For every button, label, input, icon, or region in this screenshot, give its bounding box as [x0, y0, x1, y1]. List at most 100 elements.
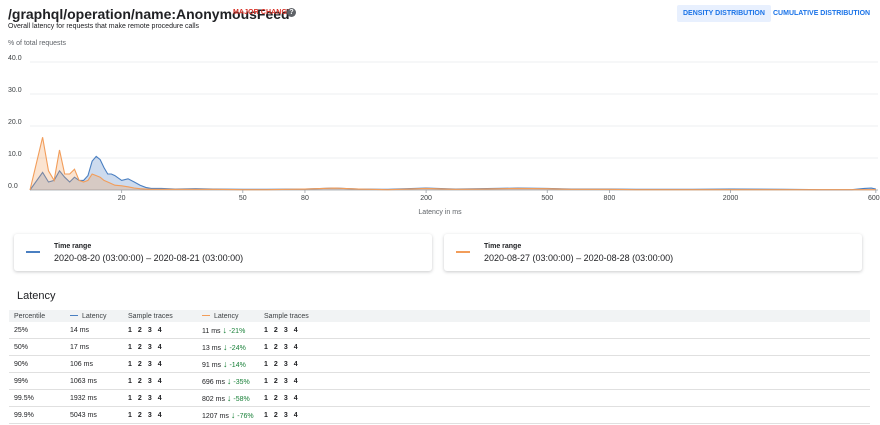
arrow-down-icon: ↓: [223, 359, 228, 369]
sample-trace-link[interactable]: 3: [147, 394, 152, 402]
latency-delta: -24%: [229, 345, 246, 352]
series-line: [29, 137, 876, 191]
sample-trace-link[interactable]: 3: [283, 377, 288, 385]
sample-trace-link[interactable]: 1: [264, 343, 268, 351]
sample-trace-link[interactable]: 2: [273, 343, 278, 351]
time-range-value: 2020-08-27 (03:00:00) – 2020-08-28 (03:0…: [484, 253, 674, 263]
sample-trace-link[interactable]: 3: [283, 411, 288, 419]
y-tick-labels: 0.0 10.0 20.0 30.0 40.0: [8, 55, 22, 190]
latency-a-header-label: Latency: [82, 312, 107, 320]
empty-cell: [332, 406, 870, 424]
table-header-row: Percentile Latency Sample traces Latency…: [9, 310, 870, 322]
time-range-card-b[interactable]: Time range 2020-08-27 (03:00:00) – 2020-…: [444, 234, 862, 271]
sample-trace-link[interactable]: 3: [147, 343, 152, 351]
series-a-dash: [70, 314, 78, 317]
sample-trace-link[interactable]: 4: [157, 326, 162, 334]
series-area: [30, 156, 876, 190]
empty-cell: [332, 355, 870, 373]
latency-a-cell: 1063 ms: [65, 372, 123, 390]
sample-trace-link[interactable]: 2: [137, 326, 142, 334]
time-range-card-a[interactable]: Time range 2020-08-20 (03:00:00) – 2020-…: [14, 234, 432, 271]
latency-b-value: 11 ms: [202, 328, 221, 335]
sample-trace-link[interactable]: 4: [293, 377, 298, 385]
percentile-cell: 50%: [9, 338, 65, 356]
sample-trace-link[interactable]: 3: [283, 394, 288, 402]
chart-grid: [30, 61, 878, 191]
empty-cell: [332, 338, 870, 356]
sample-trace-link[interactable]: 1: [128, 394, 132, 402]
sample-trace-link[interactable]: 1: [264, 411, 268, 419]
sample-trace-link[interactable]: 2: [137, 394, 142, 402]
latency-delta: -14%: [229, 362, 246, 369]
sample-trace-link[interactable]: 2: [137, 343, 142, 351]
sample-trace-link[interactable]: 1: [128, 411, 132, 419]
sample-trace-link[interactable]: 3: [283, 360, 288, 368]
cumulative-distribution-button[interactable]: CUMULATIVE DISTRIBUTION: [773, 10, 871, 17]
latency-b-cell: 13 ms ↓ -24%: [197, 338, 259, 356]
page-subtitle: Overall latency for requests that make r…: [8, 23, 200, 30]
latency-b-header[interactable]: Latency: [197, 310, 259, 322]
sample-trace-link[interactable]: 2: [273, 326, 278, 334]
sample-trace-link[interactable]: 1: [128, 343, 132, 351]
sample-trace-link[interactable]: 1: [128, 360, 132, 368]
time-range-value: 2020-08-20 (03:00:00) – 2020-08-21 (03:0…: [54, 253, 244, 263]
sample-trace-link[interactable]: 2: [137, 411, 142, 419]
traces-b-header: Sample traces: [259, 310, 332, 322]
sample-trace-link[interactable]: 2: [273, 394, 278, 402]
sample-trace-link[interactable]: 3: [147, 377, 152, 385]
sample-trace-link[interactable]: 3: [283, 343, 288, 351]
sample-trace-link[interactable]: 1: [264, 326, 268, 334]
y-tick-label: 0.0: [8, 183, 18, 190]
sample-trace-link[interactable]: 3: [283, 326, 288, 334]
latency-a-cell: 5043 ms: [65, 406, 123, 424]
sample-trace-link[interactable]: 3: [147, 326, 152, 334]
sample-trace-link[interactable]: 4: [293, 394, 298, 402]
latency-b-cell: 11 ms ↓ -21%: [197, 322, 259, 339]
sample-trace-link[interactable]: 1: [264, 377, 268, 385]
sample-trace-link[interactable]: 4: [293, 343, 298, 351]
sample-trace-link[interactable]: 4: [293, 411, 298, 419]
sample-trace-link[interactable]: 4: [157, 377, 162, 385]
series-a-swatch: [26, 251, 40, 253]
latency-b-value: 13 ms: [202, 345, 222, 352]
sample-trace-link[interactable]: 4: [293, 326, 298, 334]
latency-delta: -35%: [233, 379, 250, 386]
sample-trace-link[interactable]: 4: [157, 360, 162, 368]
sample-trace-link[interactable]: 1: [264, 394, 268, 402]
sample-trace-link[interactable]: 4: [157, 343, 162, 351]
help-icon[interactable]: ?: [287, 8, 296, 17]
y-tick-label: 30.0: [8, 87, 22, 94]
percentile-header[interactable]: Percentile: [9, 310, 65, 322]
percentile-cell: 99%: [9, 372, 65, 390]
sample-trace-link[interactable]: 2: [273, 377, 278, 385]
latency-a-header[interactable]: Latency: [65, 310, 123, 322]
sample-trace-link[interactable]: 2: [137, 360, 142, 368]
sample-trace-link[interactable]: 2: [273, 411, 278, 419]
sample-trace-link[interactable]: 3: [147, 411, 152, 419]
series-area: [30, 137, 876, 190]
sample-trace-link[interactable]: 2: [273, 360, 278, 368]
empty-header: [332, 310, 870, 322]
y-tick-label: 20.0: [8, 119, 22, 126]
x-tick-label: 200: [420, 195, 432, 202]
sample-trace-link[interactable]: 2: [137, 377, 142, 385]
sample-trace-link[interactable]: 4: [293, 360, 298, 368]
table-row: 99.9% 5043 ms 1 2 3 4 1207 ms ↓ -76% 1 2 3 4: [9, 406, 870, 424]
sample-trace-link[interactable]: 1: [128, 377, 132, 385]
empty-cell: [332, 372, 870, 390]
sample-trace-link[interactable]: 1: [264, 360, 268, 368]
sample-trace-link[interactable]: 3: [147, 360, 152, 368]
sample-trace-link[interactable]: 1: [128, 326, 132, 334]
latency-b-header-label: Latency: [214, 312, 239, 320]
sample-trace-link[interactable]: 4: [157, 394, 162, 402]
density-distribution-button[interactable]: DENSITY DISTRIBUTION: [677, 5, 771, 22]
percentile-cell: 99.5%: [9, 389, 65, 407]
sample-trace-link[interactable]: 4: [157, 411, 162, 419]
percentile-cell: 25%: [9, 322, 65, 339]
